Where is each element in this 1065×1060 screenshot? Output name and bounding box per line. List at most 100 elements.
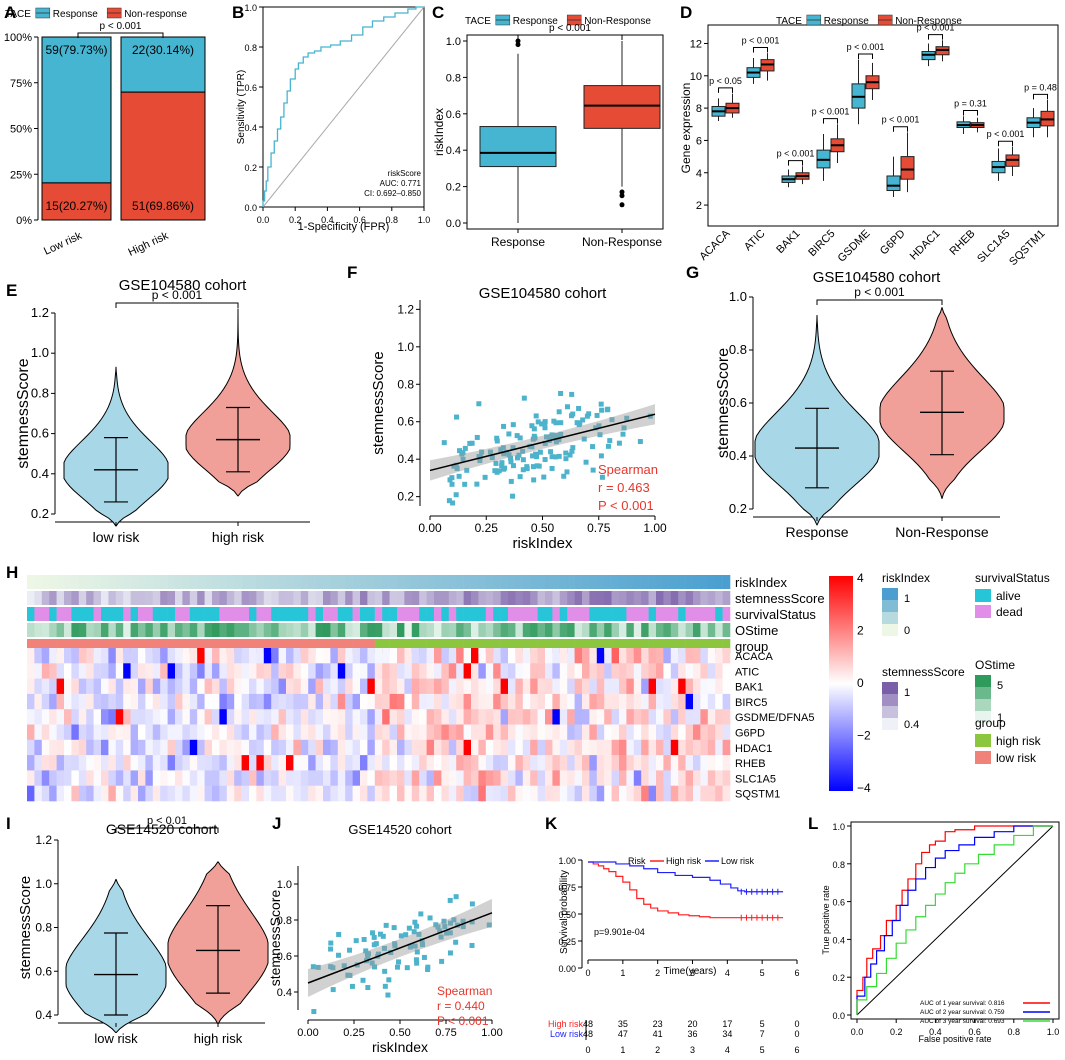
- heatmap-cell: [108, 693, 117, 710]
- heatmap-cell-ostime: [552, 623, 561, 637]
- heatmap-cell: [138, 739, 146, 756]
- heatmap-cell-stemness: [626, 591, 635, 605]
- heatmap-cell: [367, 648, 376, 664]
- stat-text: P < 0.001: [598, 498, 654, 513]
- heatmap-cell: [626, 785, 635, 802]
- panel-h-heatmap: riskIndexstemnessScoresurvivalStatusOSti…: [27, 571, 1050, 802]
- heatmap-cell: [86, 663, 94, 679]
- y-axis-label: stemnessScore: [15, 358, 32, 468]
- colorbar: [829, 576, 853, 791]
- heatmap-cell-riskindex: [241, 575, 250, 589]
- x-tick-label: HDAC1: [908, 228, 943, 263]
- heatmap-cell: [130, 739, 139, 756]
- heatmap-cell-group: [463, 639, 472, 653]
- heatmap-cell: [86, 709, 94, 725]
- scatter-point: [396, 959, 402, 965]
- x-axis-label: Time(years): [664, 966, 717, 977]
- heatmap-cell: [337, 678, 346, 695]
- heatmap-cell-ostime: [123, 623, 131, 637]
- heatmap-cell-group: [500, 639, 509, 653]
- scatter-point: [580, 417, 586, 423]
- heatmap-cell: [78, 785, 87, 802]
- scatter-point: [570, 445, 576, 451]
- x-tick-label: G6PD: [878, 228, 908, 258]
- heatmap-cell-stemness: [426, 591, 435, 605]
- heatmap-cell-survival: [278, 607, 287, 621]
- scatter-point: [391, 925, 397, 931]
- scatter-point: [460, 450, 466, 456]
- legend-tick: 0.4: [904, 719, 919, 731]
- heatmap-cell: [463, 785, 472, 802]
- heatmap-cell: [197, 693, 205, 710]
- scatter-point: [510, 463, 516, 469]
- heatmap-cell-group: [293, 639, 302, 653]
- x-tick-label: 0.6: [353, 215, 366, 225]
- heatmap-cell: [160, 724, 168, 741]
- risk-table-time: 3: [690, 1045, 695, 1055]
- heatmap-cell: [71, 755, 80, 771]
- p-bracket: [788, 160, 803, 166]
- heatmap-cell: [648, 724, 657, 741]
- heatmap-cell: [559, 724, 568, 741]
- heatmap-cell-ostime: [404, 623, 413, 637]
- bar-response: [41, 36, 112, 184]
- heatmap-cell: [278, 709, 287, 725]
- riskindex-swatch: [882, 600, 898, 612]
- scatter-point: [569, 391, 575, 397]
- heatmap-cell: [123, 663, 131, 679]
- heatmap-cell: [56, 648, 65, 664]
- heatmap-cell: [123, 724, 131, 741]
- legend-label: Response: [53, 9, 98, 20]
- heatmap-cell: [633, 678, 642, 695]
- heatmap-cell: [515, 785, 524, 802]
- heatmap-cell: [648, 663, 657, 679]
- heatmap-cell: [611, 785, 620, 802]
- heatmap-cell: [337, 770, 346, 786]
- heatmap-cell: [323, 785, 331, 802]
- scatter-point: [385, 992, 391, 998]
- heatmap-cell: [411, 693, 420, 710]
- heatmap-cell: [493, 755, 501, 771]
- heatmap-cell: [315, 755, 324, 771]
- legend-title: TACE: [5, 9, 31, 20]
- heatmap-cell: [419, 724, 427, 741]
- heatmap-cell: [167, 663, 176, 679]
- heatmap-cell: [204, 648, 213, 664]
- heatmap-cell-survival: [611, 607, 620, 621]
- y-tick-label: 1.0: [729, 289, 747, 304]
- x-tick-label: low risk: [93, 529, 141, 545]
- scatter-point: [386, 977, 392, 983]
- heatmap-cell-ostime: [263, 623, 272, 637]
- heatmap-cell: [508, 693, 516, 710]
- heatmap-cell-stemness: [49, 591, 57, 605]
- heatmap-cell: [515, 724, 524, 741]
- p-bracket: [858, 53, 873, 59]
- x-tick-label: 0.75: [587, 521, 611, 535]
- heatmap-cell: [656, 663, 664, 679]
- legend-title: group: [975, 716, 1006, 730]
- heatmap-cell: [456, 709, 464, 725]
- heatmap-cell: [471, 770, 479, 786]
- heatmap-cell: [367, 663, 376, 679]
- data-label: 15(20.27%): [45, 199, 107, 213]
- heatmap-cell-ostime: [360, 623, 368, 637]
- heatmap-cell: [596, 648, 605, 664]
- scatter-point: [530, 453, 536, 459]
- scatter-point: [412, 943, 418, 949]
- heatmap-cell: [663, 785, 672, 802]
- heatmap-cell-stemness: [693, 591, 701, 605]
- scatter-point: [451, 917, 457, 923]
- legend-swatch-high: [975, 734, 991, 747]
- heatmap-cell: [330, 663, 339, 679]
- heatmap-cell: [145, 785, 154, 802]
- scatter-point: [605, 443, 611, 449]
- scatter-point: [421, 954, 427, 960]
- heatmap-cell-ostime: [234, 623, 242, 637]
- y-tick-label: 1.0: [31, 345, 49, 360]
- heatmap-cell-survival: [448, 607, 457, 621]
- heatmap-cell: [589, 709, 598, 725]
- heatmap-cell: [641, 739, 649, 756]
- heatmap-cell-stemness: [226, 591, 235, 605]
- heatmap-cell: [78, 648, 87, 664]
- heatmap-cell-stemness: [611, 591, 620, 605]
